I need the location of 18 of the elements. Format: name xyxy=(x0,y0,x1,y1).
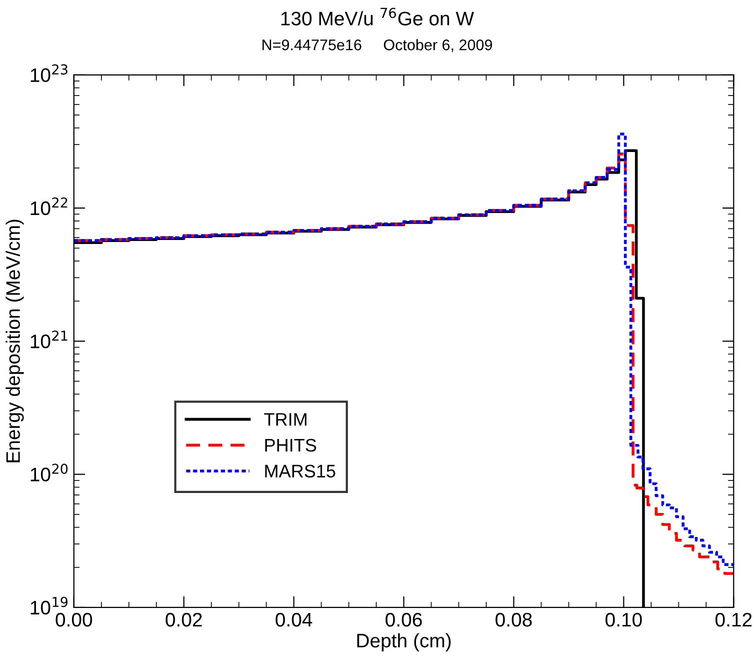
x-tick-label: 0.10 xyxy=(606,612,642,627)
y-tick-label: 10$^{21}$ xyxy=(30,330,68,348)
x-axis-title: Depth (cm) xyxy=(357,633,451,652)
x-tick-label: 0.02 xyxy=(166,612,202,627)
legend-label: TRIM xyxy=(264,413,306,426)
legend-label: PHITS xyxy=(265,438,316,452)
x-tick-label: 0.06 xyxy=(386,612,422,627)
y-axis-title: Energy deposition (MeV/cm) xyxy=(6,220,24,462)
y-tick-label: 10$^{20}$ xyxy=(30,464,68,482)
chart-subtitle: N=9.44775e16 October 6, 2009 xyxy=(262,39,492,52)
x-tick-label: 0.08 xyxy=(496,612,532,627)
x-tick-label: 0.00 xyxy=(56,612,92,627)
x-tick-label: 0.12 xyxy=(715,612,752,627)
y-tick-label: 10$^{23}$ xyxy=(30,64,68,82)
legend-label: MARS15 xyxy=(265,464,336,478)
x-tick-label: 0.04 xyxy=(276,612,312,627)
y-tick-label: 10$^{22}$ xyxy=(30,197,68,216)
chart-title: 130 MeV/u $^{76}$Ge on W xyxy=(281,8,474,26)
